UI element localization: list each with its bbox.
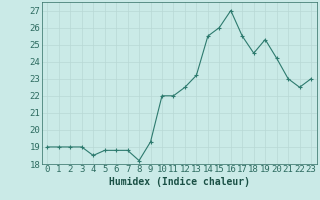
X-axis label: Humidex (Indice chaleur): Humidex (Indice chaleur) (109, 177, 250, 187)
